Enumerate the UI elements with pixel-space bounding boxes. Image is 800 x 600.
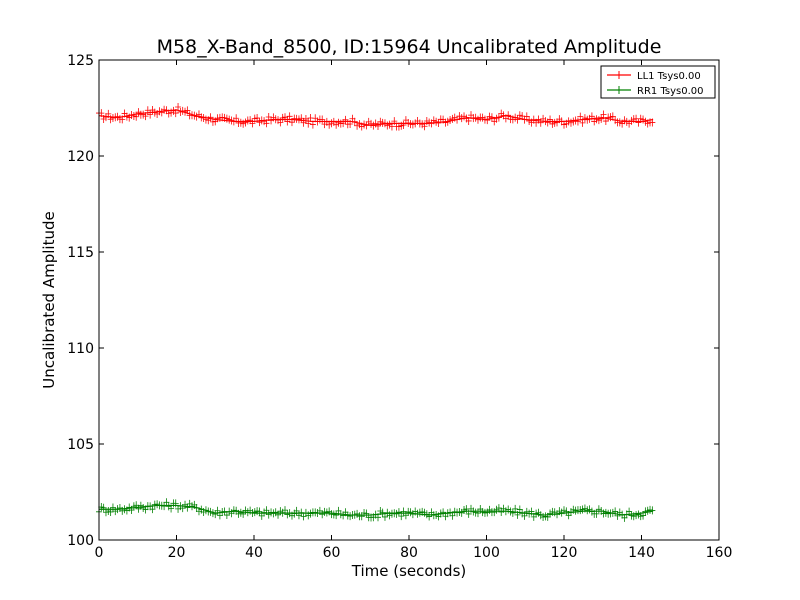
x-tick-label: 0 (95, 545, 104, 561)
plot-area (96, 103, 656, 522)
legend: LL1 Tsys0.00 RR1 Tsys0.00 (600, 65, 716, 99)
y-tick-label: 105 (67, 437, 94, 453)
x-tick-label: 160 (706, 545, 733, 561)
legend-label: RR1 Tsys0.00 (637, 86, 704, 97)
x-tick-label: 100 (473, 545, 500, 561)
series-2 (96, 498, 656, 522)
x-tick-label: 60 (323, 545, 341, 561)
x-tick-label: 80 (400, 545, 418, 561)
y-tick-label: 115 (67, 245, 94, 261)
y-tick-label: 100 (67, 533, 94, 549)
y-tick-label: 120 (67, 149, 94, 165)
legend-label: LL1 Tsys0.00 (637, 71, 701, 82)
plot-frame (98, 59, 720, 541)
chart-title: M58_X-Band_8500, ID:15964 Uncalibrated A… (157, 36, 662, 58)
y-tick-label: 110 (67, 341, 94, 357)
x-tick-label: 140 (628, 545, 655, 561)
legend-marker (616, 86, 622, 94)
x-tick-label: 120 (551, 545, 578, 561)
x-tick-label: 40 (245, 545, 263, 561)
y-axis-title: Uncalibrated Amplitude (40, 211, 58, 388)
x-tick-label: 20 (168, 545, 186, 561)
axis-ticks: 0 20 40 60 80 100 120 140 160 100 105 110 115 120 125 (67, 53, 732, 561)
legend-marker (616, 71, 622, 79)
y-tick-label: 125 (67, 53, 94, 69)
legend-box (600, 65, 716, 99)
x-axis-title: Time (seconds) (351, 562, 467, 580)
